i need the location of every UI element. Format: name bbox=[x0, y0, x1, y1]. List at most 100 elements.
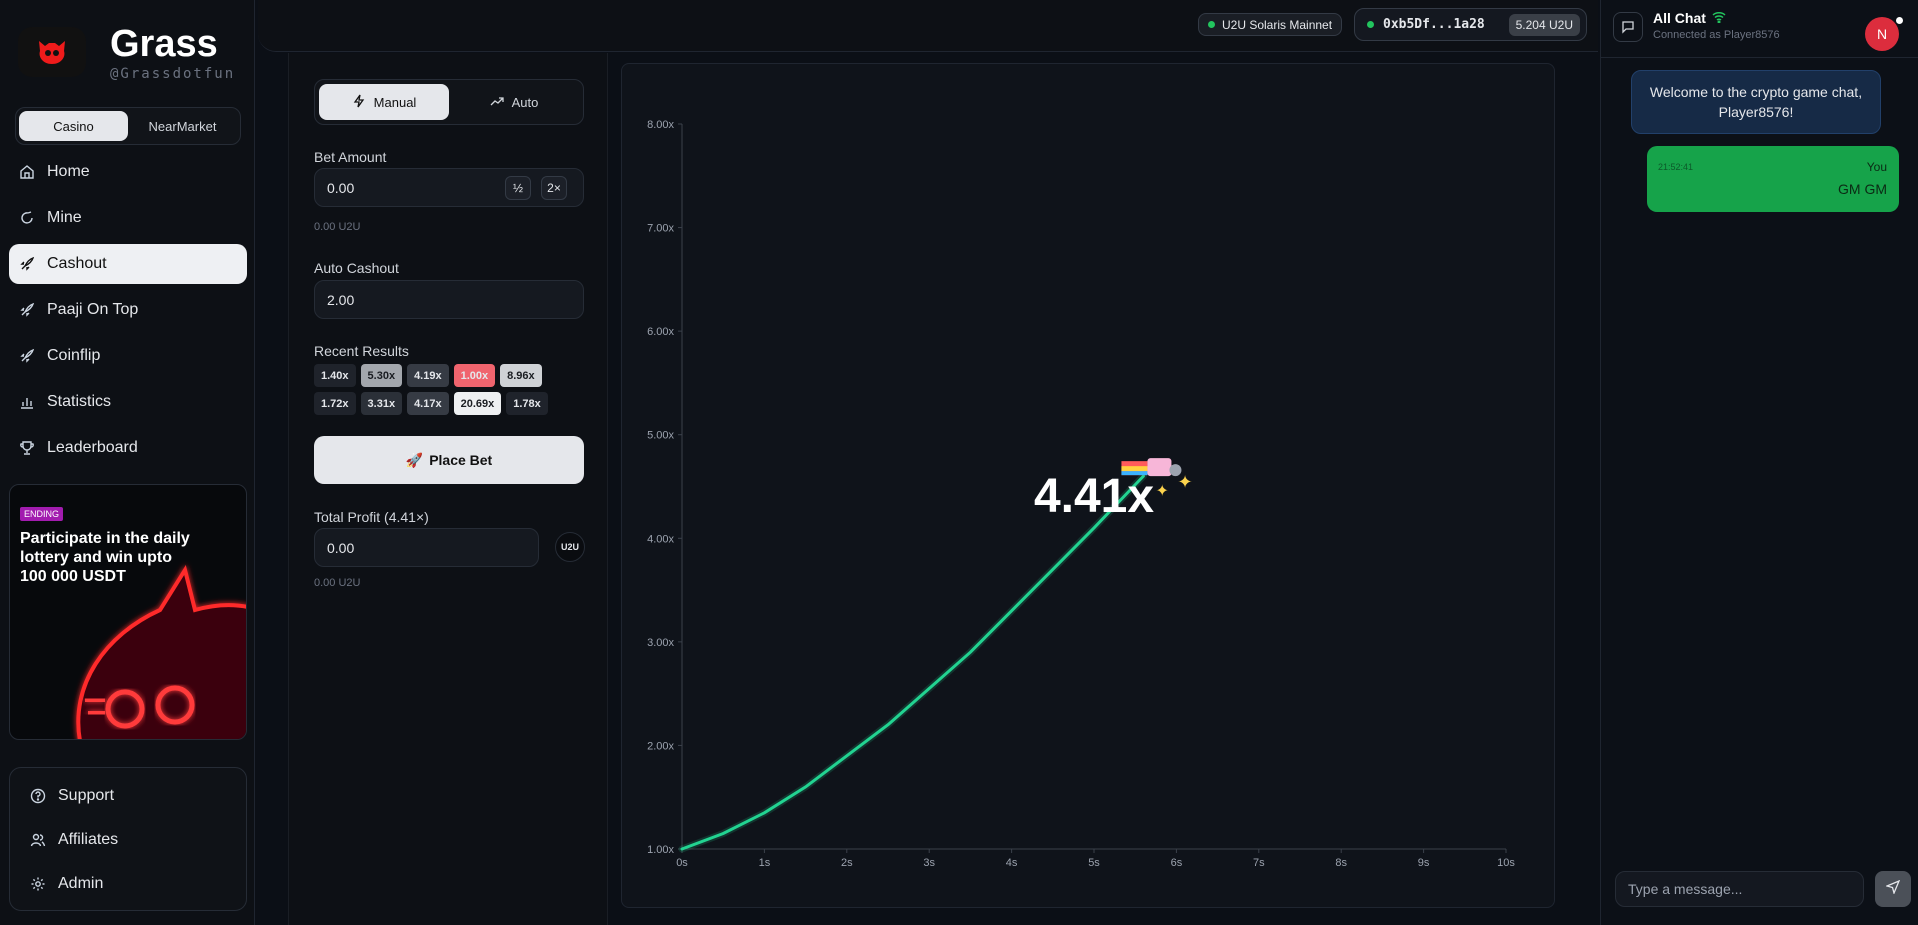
bottom-nav: Support Affiliates Admin bbox=[9, 767, 247, 911]
promo-badge: ENDING bbox=[20, 507, 64, 521]
nav-label: Leaderboard bbox=[47, 439, 138, 456]
x-tick-label: 0s bbox=[676, 857, 688, 869]
nav-label: Coinflip bbox=[47, 347, 101, 364]
nav-label: Statistics bbox=[47, 393, 112, 410]
brand-handle: @Grassdotfun bbox=[110, 66, 236, 82]
support-link[interactable]: Support bbox=[10, 774, 246, 818]
multiplier-chart-panel: 1.00x 2.00x 3.00x 4.00x 5.00x 6.00x 7.00x 8.00x… bbox=[621, 63, 1555, 908]
chat-message-input[interactable]: Type a message... bbox=[1615, 871, 1864, 907]
message-text: GM GM bbox=[1838, 181, 1887, 197]
wifi-icon bbox=[1712, 10, 1726, 26]
bet-panel: Manual Auto Bet Amount 0.00 ½ 2× 0.00 U2… bbox=[288, 53, 608, 925]
wallet-balance: 5.204 U2U bbox=[1508, 13, 1580, 36]
result-chip: 4.17x bbox=[407, 392, 449, 415]
tab-manual-label: Manual bbox=[373, 94, 417, 110]
chat-title-text: All Chat bbox=[1653, 10, 1706, 26]
nyan-cat-icon bbox=[1147, 458, 1172, 477]
bar-chart-icon bbox=[19, 394, 35, 410]
admin-label: Admin bbox=[58, 875, 104, 892]
place-bet-label: Place Bet bbox=[429, 452, 493, 468]
lottery-promo-banner[interactable]: ENDING Participate in the daily lottery … bbox=[9, 484, 247, 740]
affiliates-label: Affiliates bbox=[58, 831, 119, 848]
nav-item-home[interactable]: Home bbox=[9, 152, 247, 192]
admin-link[interactable]: Admin bbox=[10, 862, 246, 906]
double-bet-button[interactable]: 2× bbox=[541, 176, 567, 200]
rocket-icon: 🚀 bbox=[405, 451, 424, 468]
network-indicator[interactable]: U2U Solaris Mainnet bbox=[1198, 13, 1343, 36]
x-tick-label: 6s bbox=[1171, 857, 1183, 869]
x-tick-label: 10s bbox=[1497, 857, 1515, 869]
bet-amount-input[interactable]: 0.00 ½ 2× bbox=[314, 168, 584, 207]
nav-item-statistics[interactable]: Statistics bbox=[9, 382, 247, 422]
nav-item-paaji-on-top[interactable]: Paaji On Top bbox=[9, 290, 247, 330]
nav-item-leaderboard[interactable]: Leaderboard bbox=[9, 428, 247, 468]
chat-message: 21:52:41 You GM GM bbox=[1647, 146, 1899, 212]
network-status-dot bbox=[1208, 21, 1215, 28]
rocket-icon bbox=[19, 256, 35, 272]
nav-item-mine[interactable]: Mine bbox=[9, 198, 247, 238]
y-tick-label: 3.00x bbox=[647, 637, 674, 649]
promo-text: Participate in the daily lottery and win… bbox=[20, 530, 190, 585]
grass-logo bbox=[18, 27, 86, 77]
bet-amount-label: Bet Amount bbox=[314, 149, 387, 165]
rainbow-trail bbox=[1121, 466, 1148, 472]
nav-item-coinflip[interactable]: Coinflip bbox=[9, 336, 247, 376]
tab-manual[interactable]: Manual bbox=[319, 84, 449, 120]
welcome-message: Welcome to the crypto game chat, Player8… bbox=[1631, 70, 1881, 134]
chat-connection-status: Connected as Player8576 bbox=[1653, 29, 1780, 41]
place-bet-button[interactable]: 🚀 Place Bet bbox=[314, 436, 584, 484]
avatar[interactable]: N bbox=[1865, 17, 1899, 51]
x-tick-label: 1s bbox=[759, 857, 771, 869]
nav-item-cashout[interactable]: Cashout bbox=[9, 244, 247, 284]
wallet-status-dot bbox=[1367, 21, 1374, 28]
auto-cashout-value: 2.00 bbox=[327, 291, 355, 308]
total-profit-label: Total Profit (4.41×) bbox=[314, 509, 429, 525]
wallet-button[interactable]: 0xb5Df...1a28 5.204 U2U bbox=[1354, 8, 1587, 41]
bet-mode-tabs: Manual Auto bbox=[314, 79, 584, 125]
support-label: Support bbox=[58, 787, 115, 804]
multiplier-chart: 1.00x 2.00x 3.00x 4.00x 5.00x 6.00x 7.00x 8.00x… bbox=[647, 119, 1515, 869]
tab-auto-label: Auto bbox=[511, 94, 539, 110]
main-nav: Home Mine Cashout Paaji On Top Coinflip … bbox=[9, 152, 247, 474]
rainbow-trail bbox=[1121, 471, 1148, 476]
series-line-glow bbox=[678, 472, 1147, 853]
auto-cashout-label: Auto Cashout bbox=[314, 260, 399, 276]
tab-auto[interactable]: Auto bbox=[449, 84, 579, 120]
x-tick-label: 3s bbox=[923, 857, 935, 869]
total-profit-value: 0.00 bbox=[327, 539, 355, 556]
recent-results: 1.40x 5.30x 4.19x 1.00x 8.96x 1.72x 3.31… bbox=[314, 364, 584, 420]
x-tick-label: 9s bbox=[1418, 857, 1430, 869]
trending-up-icon bbox=[490, 94, 504, 111]
mode-switch: Casino NearMarket bbox=[15, 107, 241, 145]
series-line bbox=[680, 474, 1145, 851]
chat-title: All Chat bbox=[1653, 10, 1726, 26]
affiliates-link[interactable]: Affiliates bbox=[10, 818, 246, 862]
bet-amount-value: 0.00 bbox=[327, 179, 355, 196]
send-button[interactable] bbox=[1875, 871, 1911, 907]
half-bet-button[interactable]: ½ bbox=[505, 176, 531, 200]
home-icon bbox=[19, 164, 35, 180]
casino-tab[interactable]: Casino bbox=[19, 111, 128, 141]
send-icon bbox=[1885, 879, 1901, 899]
mine-icon bbox=[19, 210, 35, 226]
y-tick-label: 4.00x bbox=[647, 533, 674, 545]
brand[interactable]: Grass @Grassdotfun bbox=[18, 22, 235, 82]
y-tick-label: 1.00x bbox=[647, 844, 674, 856]
nav-label: Paaji On Top bbox=[47, 301, 139, 318]
rocket-icon bbox=[19, 302, 35, 318]
users-icon bbox=[30, 832, 46, 848]
nearmarket-tab[interactable]: NearMarket bbox=[148, 118, 217, 134]
trophy-icon bbox=[19, 440, 35, 456]
message-author: You bbox=[1866, 160, 1887, 174]
auto-cashout-input[interactable]: 2.00 bbox=[314, 280, 584, 319]
chat-bubble-icon[interactable] bbox=[1613, 12, 1643, 42]
sidebar: Grass @Grassdotfun Casino NearMarket Hom… bbox=[0, 0, 255, 925]
help-circle-icon bbox=[30, 788, 46, 804]
promo-neon-mascot bbox=[76, 564, 246, 739]
network-name: U2U Solaris Mainnet bbox=[1222, 17, 1333, 32]
y-tick-label: 5.00x bbox=[647, 430, 674, 442]
total-profit-input[interactable]: 0.00 bbox=[314, 528, 539, 567]
chat-header: All Chat Connected as Player8576 N bbox=[1601, 0, 1918, 58]
x-tick-label: 4s bbox=[1006, 857, 1018, 869]
sparkle-icon: ✦ bbox=[1155, 481, 1168, 500]
